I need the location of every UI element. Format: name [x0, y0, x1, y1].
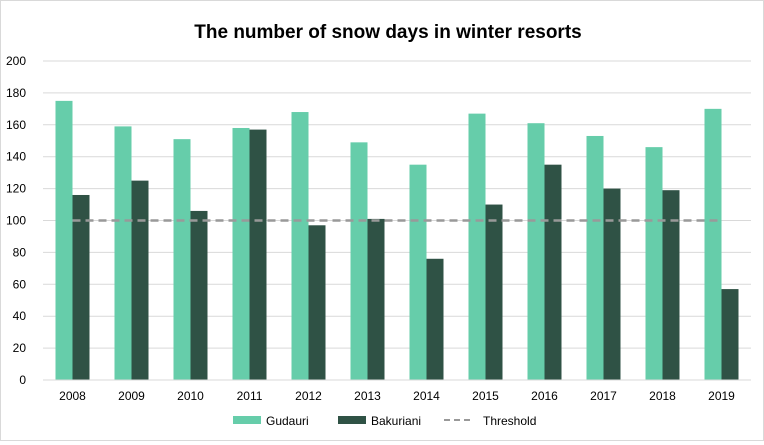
y-tick-label: 120 [6, 182, 26, 196]
bar-bakuriani-2017 [603, 188, 621, 380]
legend-swatch-gudauri [233, 416, 261, 424]
bar-gudauri-2009 [114, 126, 132, 381]
y-tick-label: 0 [19, 373, 26, 387]
x-tick-label: 2009 [118, 389, 145, 403]
bar-bakuriani-2014 [426, 258, 444, 380]
x-tick-label: 2015 [472, 389, 499, 403]
bar-gudauri-2011 [232, 127, 250, 381]
x-tick-label: 2017 [590, 389, 617, 403]
chart-title: The number of snow days in winter resort… [194, 22, 581, 43]
bar-gudauri-2015 [468, 113, 486, 380]
x-tick-label: 2010 [177, 389, 204, 403]
x-tick-label: 2012 [295, 389, 322, 403]
y-tick-label: 140 [6, 150, 26, 164]
x-axis: 2008 2009 2010 2011 2012 2013 2014 2015 2016 2017… [43, 379, 751, 403]
bar-bakuriani-2019 [721, 289, 739, 380]
bar-bakuriani-2011 [249, 129, 267, 380]
x-tick-label: 2019 [708, 389, 735, 403]
bar-bakuriani-2012 [308, 225, 326, 380]
bar-gudauri-2012 [291, 112, 309, 380]
bar-gudauri-2010 [173, 139, 191, 380]
bar-gudauri-2018 [645, 147, 663, 380]
y-tick-label: 200 [6, 54, 26, 68]
x-tick-label: 2011 [237, 389, 263, 403]
bar-bakuriani-2008 [72, 194, 90, 380]
bar-gudauri-2019 [704, 108, 722, 380]
y-tick-label: 40 [13, 309, 27, 323]
legend: Gudauri Bakuriani Threshold [233, 414, 536, 428]
y-tick-label: 160 [6, 118, 26, 132]
y-axis: 0 20 40 60 80 100 120 140 160 180 200 [6, 54, 26, 387]
x-tick-label: 2016 [531, 389, 558, 403]
y-tick-label: 180 [6, 86, 26, 100]
bar-bakuriani-2016 [544, 164, 562, 380]
x-tick-label: 2018 [649, 389, 676, 403]
x-tick-label: 2008 [59, 389, 86, 403]
bar-gudauri-2013 [350, 142, 368, 380]
bar-gudauri-2016 [527, 123, 545, 380]
bar-gudauri-2017 [586, 135, 604, 380]
legend-label-threshold: Threshold [483, 414, 536, 428]
bar-bakuriani-2013 [367, 218, 385, 380]
legend-label-bakuriani: Bakuriani [371, 414, 421, 428]
bar-bakuriani-2015 [485, 204, 503, 380]
x-tick-label: 2014 [413, 389, 440, 403]
bar-bakuriani-2009 [131, 180, 149, 380]
legend-swatch-bakuriani [338, 416, 366, 424]
y-tick-label: 80 [13, 245, 27, 259]
legend-label-gudauri: Gudauri [266, 414, 309, 428]
y-tick-label: 60 [13, 277, 27, 291]
bar-gudauri-2008 [55, 100, 73, 380]
y-tick-label: 100 [6, 214, 26, 228]
x-tick-label: 2013 [354, 389, 381, 403]
y-tick-label: 20 [13, 341, 27, 355]
bars [55, 100, 739, 381]
gridlines [43, 60, 751, 381]
bar-gudauri-2014 [409, 164, 427, 380]
bar-bakuriani-2018 [662, 190, 680, 380]
bar-bakuriani-2010 [190, 210, 208, 380]
